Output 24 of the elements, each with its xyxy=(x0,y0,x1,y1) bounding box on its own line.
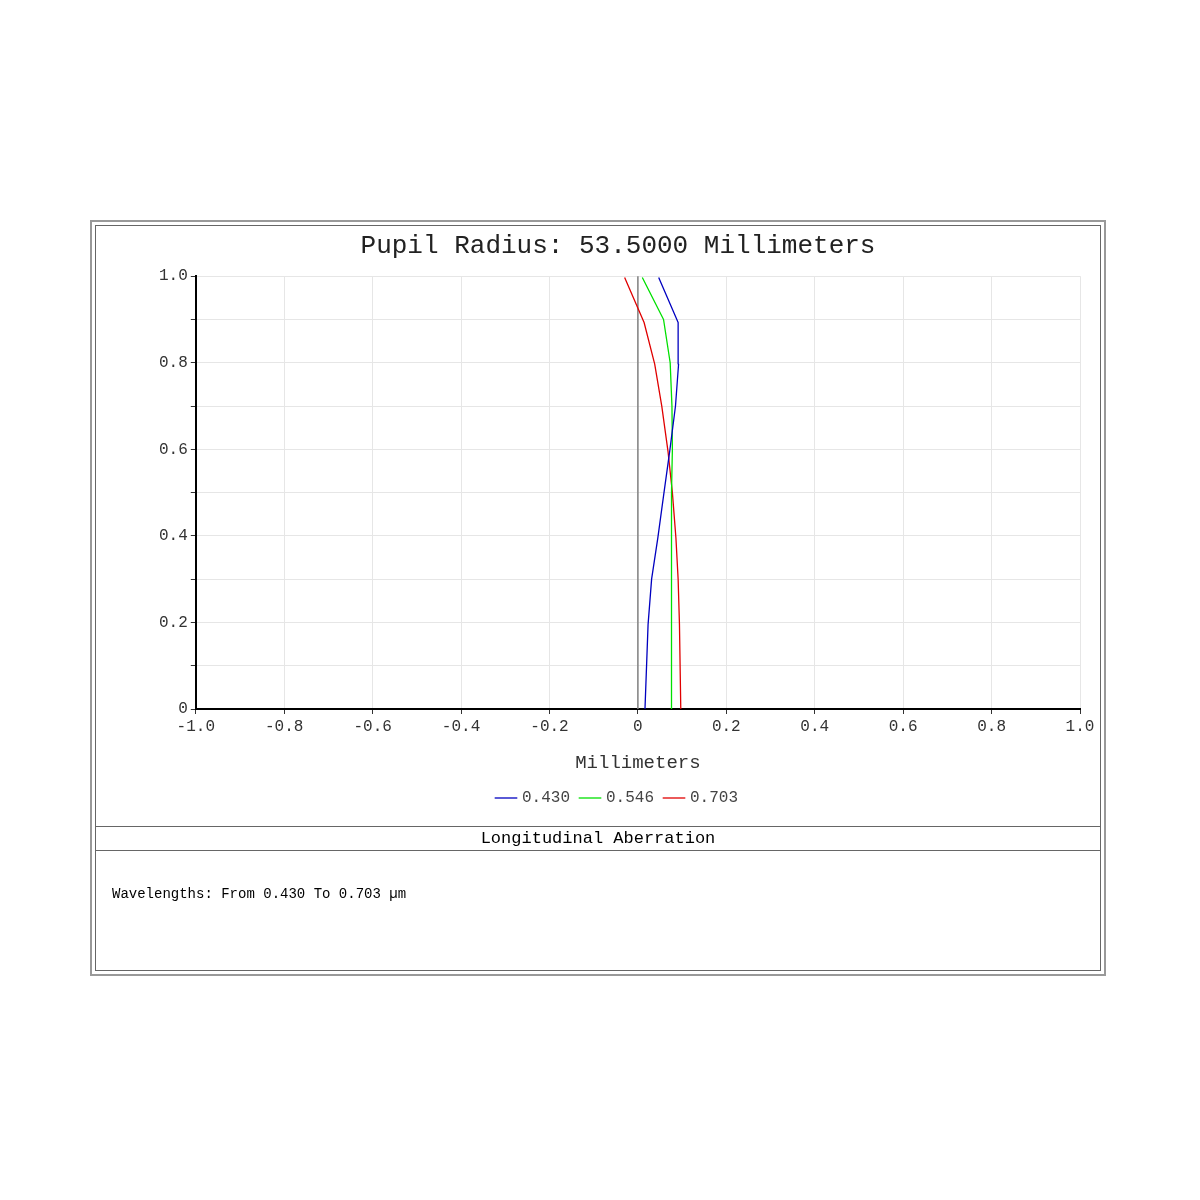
legend-label: 0.703 xyxy=(690,789,739,808)
x-tick-label: -0.8 xyxy=(265,717,304,736)
text: Wavelengths: From 0.430 To 0.703 µm xyxy=(96,850,1100,970)
legend-label: 0.430 xyxy=(521,789,570,808)
y-tick-label: 0.6 xyxy=(158,440,188,459)
x-tick-label: 0.2 xyxy=(711,717,741,736)
y-tick-label: 0.2 xyxy=(158,613,188,632)
text: Longitudinal Aberration xyxy=(96,826,1100,850)
x-tick-label: 0.4 xyxy=(800,717,830,736)
y-tick-label: 1.0 xyxy=(158,267,188,286)
y-tick-label: 0.8 xyxy=(158,353,188,372)
x-tick-label: 1.0 xyxy=(1065,717,1095,736)
x-tick-label: -1.0 xyxy=(176,717,216,736)
x-axis-title: Millimeters xyxy=(575,751,701,774)
legend-label: 0.546 xyxy=(606,789,655,808)
x-tick-label: 0 xyxy=(633,717,643,736)
x-tick-label: -0.6 xyxy=(353,717,392,736)
x-tick-label: 0.6 xyxy=(888,717,918,736)
y-tick-label: 0 xyxy=(178,700,188,719)
chart-title: Pupil Radius: 53.5000 Millimeters xyxy=(360,231,876,262)
y-tick-label: 0.4 xyxy=(158,527,188,546)
x-tick-label: -0.4 xyxy=(441,717,481,736)
x-tick-label: 0.8 xyxy=(977,717,1006,736)
x-tick-label: -0.2 xyxy=(530,717,569,736)
